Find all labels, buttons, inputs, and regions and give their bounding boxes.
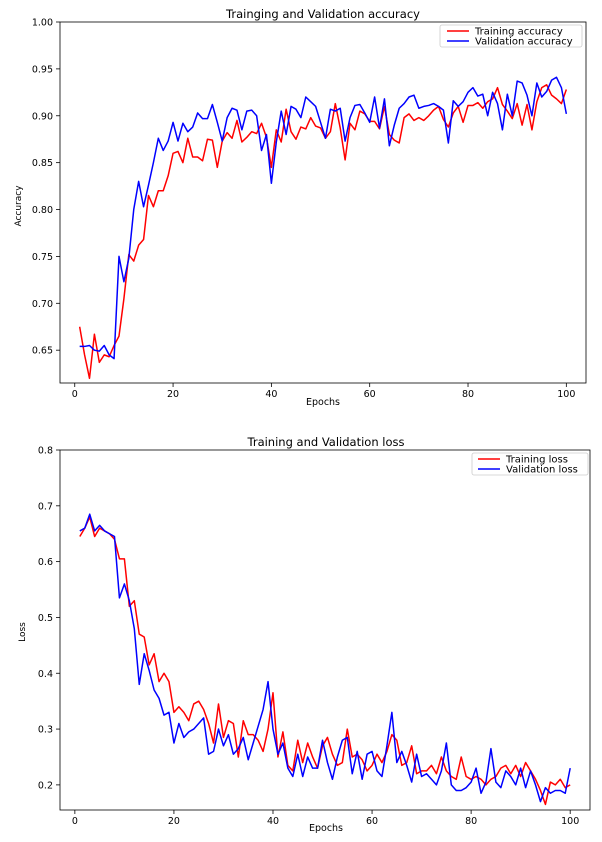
- accuracy-x-tick-label: 60: [364, 389, 376, 400]
- loss-y-tick-label: 0.7: [38, 501, 53, 512]
- loss-x-tick-label: 80: [465, 816, 477, 827]
- loss-y-tick-label: 0.8: [38, 446, 53, 457]
- accuracy-chart: Trainging and Validation accuracy Accura…: [14, 7, 587, 408]
- accuracy-legend: Training accuracy Validation accuracy: [439, 24, 583, 48]
- loss-y-tick-label: 0.4: [38, 669, 53, 680]
- loss-x-tick-label: 100: [561, 816, 579, 827]
- loss-plot-frame: [59, 449, 591, 811]
- accuracy-y-tick-label: 0.90: [32, 111, 53, 122]
- series-line-validation-loss: [79, 513, 571, 803]
- accuracy-y-tick-label: 0.75: [32, 252, 53, 263]
- loss-legend: Training loss Validation loss: [471, 452, 589, 476]
- accuracy-x-tick-label: 80: [462, 389, 474, 400]
- loss-x-tick-label: 20: [168, 816, 180, 827]
- legend-label-validation-accuracy: Validation accuracy: [475, 37, 573, 48]
- loss-x-tick-label: 40: [267, 816, 279, 827]
- loss-y-tick-label: 0.5: [38, 613, 53, 624]
- legend-label-training-loss: Training loss: [505, 455, 568, 466]
- loss-chart-title: Training and Validation loss: [247, 435, 405, 449]
- accuracy-plot-frame: [59, 21, 587, 384]
- accuracy-x-tick-label: 0: [72, 389, 78, 400]
- accuracy-y-tick-label: 0.70: [32, 299, 53, 310]
- legend-label-training-accuracy: Training accuracy: [474, 27, 563, 38]
- loss-y-tick-label: 0.3: [38, 725, 53, 736]
- accuracy-x-tick-label: 100: [557, 389, 575, 400]
- loss-x-axis-label: Epochs: [309, 823, 343, 834]
- accuracy-x-axis-label: Epochs: [306, 397, 340, 408]
- accuracy-y-tick-label: 0.80: [32, 205, 53, 216]
- legend-label-validation-loss: Validation loss: [506, 465, 578, 476]
- accuracy-x-tick-label: 40: [265, 389, 277, 400]
- loss-y-tick-label: 0.6: [38, 557, 53, 568]
- accuracy-x-tick-label: 20: [167, 389, 179, 400]
- accuracy-y-tick-label: 0.85: [32, 158, 53, 169]
- loss-y-tick-label: 0.2: [38, 780, 53, 791]
- accuracy-y-tick-label: 1.00: [32, 18, 53, 29]
- accuracy-y-tick-label: 0.65: [32, 346, 53, 357]
- loss-y-axis-label: Loss: [18, 622, 28, 642]
- accuracy-y-axis-label: Accuracy: [14, 185, 24, 227]
- loss-chart: Training and Validation loss Loss Epochs…: [18, 435, 591, 834]
- loss-x-tick-label: 0: [72, 816, 78, 827]
- series-line-training-loss: [79, 516, 571, 806]
- loss-x-tick-label: 60: [366, 816, 378, 827]
- series-line-validation-accuracy: [79, 76, 568, 360]
- accuracy-y-tick-label: 0.95: [32, 64, 53, 75]
- accuracy-chart-title: Trainging and Validation accuracy: [225, 7, 420, 21]
